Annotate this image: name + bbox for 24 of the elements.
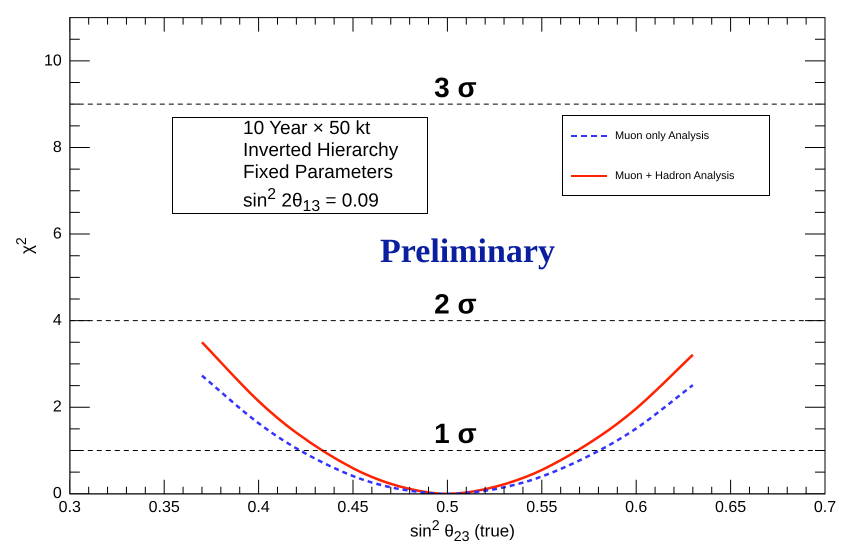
ref-line-label: 1 σ xyxy=(434,418,477,450)
legend-label: Muon only Analysis xyxy=(615,130,710,142)
x-tick-label: 0.4 xyxy=(247,498,270,516)
y-tick-label: 8 xyxy=(52,138,62,156)
x-tick-label: 0.45 xyxy=(337,498,369,516)
x-axis-title: sin$^{2}$ θ$_{23}$ (true) xyxy=(410,518,515,545)
annotation: 10 Year × 50 kt xyxy=(243,118,372,140)
y-tick-label: 10 xyxy=(44,52,62,70)
x-tick-label: 0.35 xyxy=(148,498,180,516)
x-tick-label: 0.55 xyxy=(526,498,558,516)
ref-line-label: 2 σ xyxy=(434,288,477,320)
annotation: Inverted Hierarchy xyxy=(243,140,400,162)
y-tick-label: 6 xyxy=(52,225,62,242)
annotation: Preliminary xyxy=(380,233,555,271)
x-tick-label: 0.7 xyxy=(814,498,836,516)
x-tick-label: 0.5 xyxy=(436,498,459,516)
legend-label: Muon + Hadron Analysis xyxy=(615,170,735,182)
annotation: sin$^{2}$ 2θ$_{13}$ = 0.09 xyxy=(243,185,380,218)
y-tick-label: 2 xyxy=(52,398,62,416)
y-tick-label: 4 xyxy=(52,312,62,330)
x-tick-label: 0.65 xyxy=(715,498,746,516)
x-tick-label: 0.6 xyxy=(625,498,648,516)
ref-line-label: 3 σ xyxy=(434,72,477,103)
annotation: Fixed Parameters xyxy=(243,162,394,184)
